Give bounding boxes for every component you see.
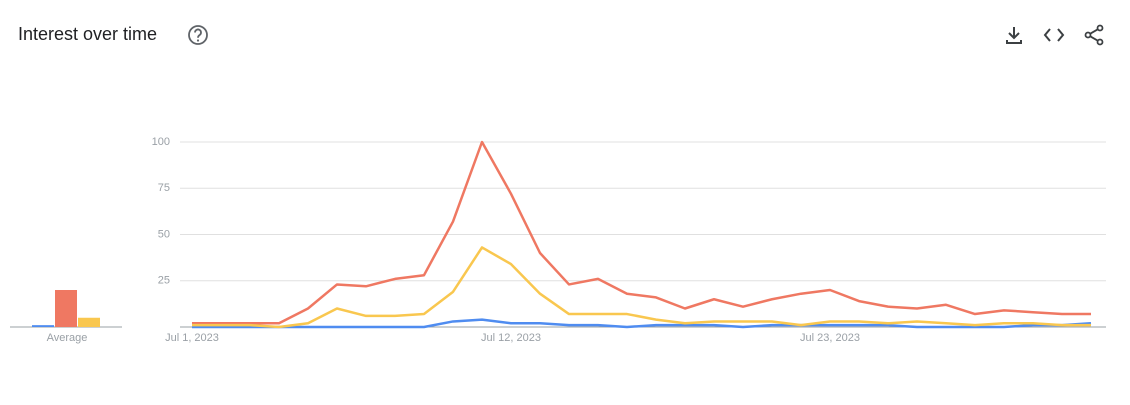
download-icon[interactable] — [1006, 27, 1022, 44]
y-tick-label: 75 — [158, 182, 170, 194]
average-bar — [78, 317, 100, 327]
embed-icon[interactable] — [1043, 28, 1065, 42]
y-tick-label: 100 — [152, 136, 170, 148]
x-tick-label: Jul 23, 2023 — [800, 332, 860, 344]
series-line — [192, 246, 1091, 329]
average-bar — [32, 325, 54, 327]
x-tick-label: Jul 12, 2023 — [481, 332, 541, 344]
series-line — [192, 318, 1092, 329]
x-tick-label: Jul 1, 2023 — [165, 332, 219, 344]
help-icon[interactable] — [188, 25, 208, 45]
share-icon[interactable] — [1084, 24, 1104, 46]
y-tick-label: 25 — [158, 275, 170, 287]
series-line — [192, 140, 1091, 325]
chart-title: Interest over time — [18, 24, 157, 44]
average-bar — [55, 290, 77, 327]
y-tick-label: 50 — [158, 228, 170, 240]
average-label: Average — [47, 332, 88, 344]
